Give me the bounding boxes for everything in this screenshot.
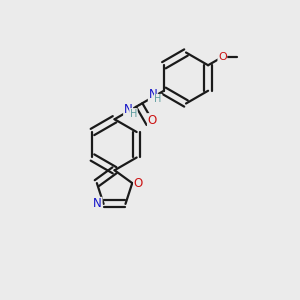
Text: H: H — [130, 109, 137, 118]
Text: H: H — [154, 94, 162, 104]
Text: N: N — [93, 197, 102, 210]
Text: N: N — [148, 88, 157, 101]
Text: O: O — [218, 52, 227, 62]
Text: O: O — [134, 177, 143, 190]
Text: O: O — [148, 114, 157, 127]
Text: N: N — [124, 103, 133, 116]
